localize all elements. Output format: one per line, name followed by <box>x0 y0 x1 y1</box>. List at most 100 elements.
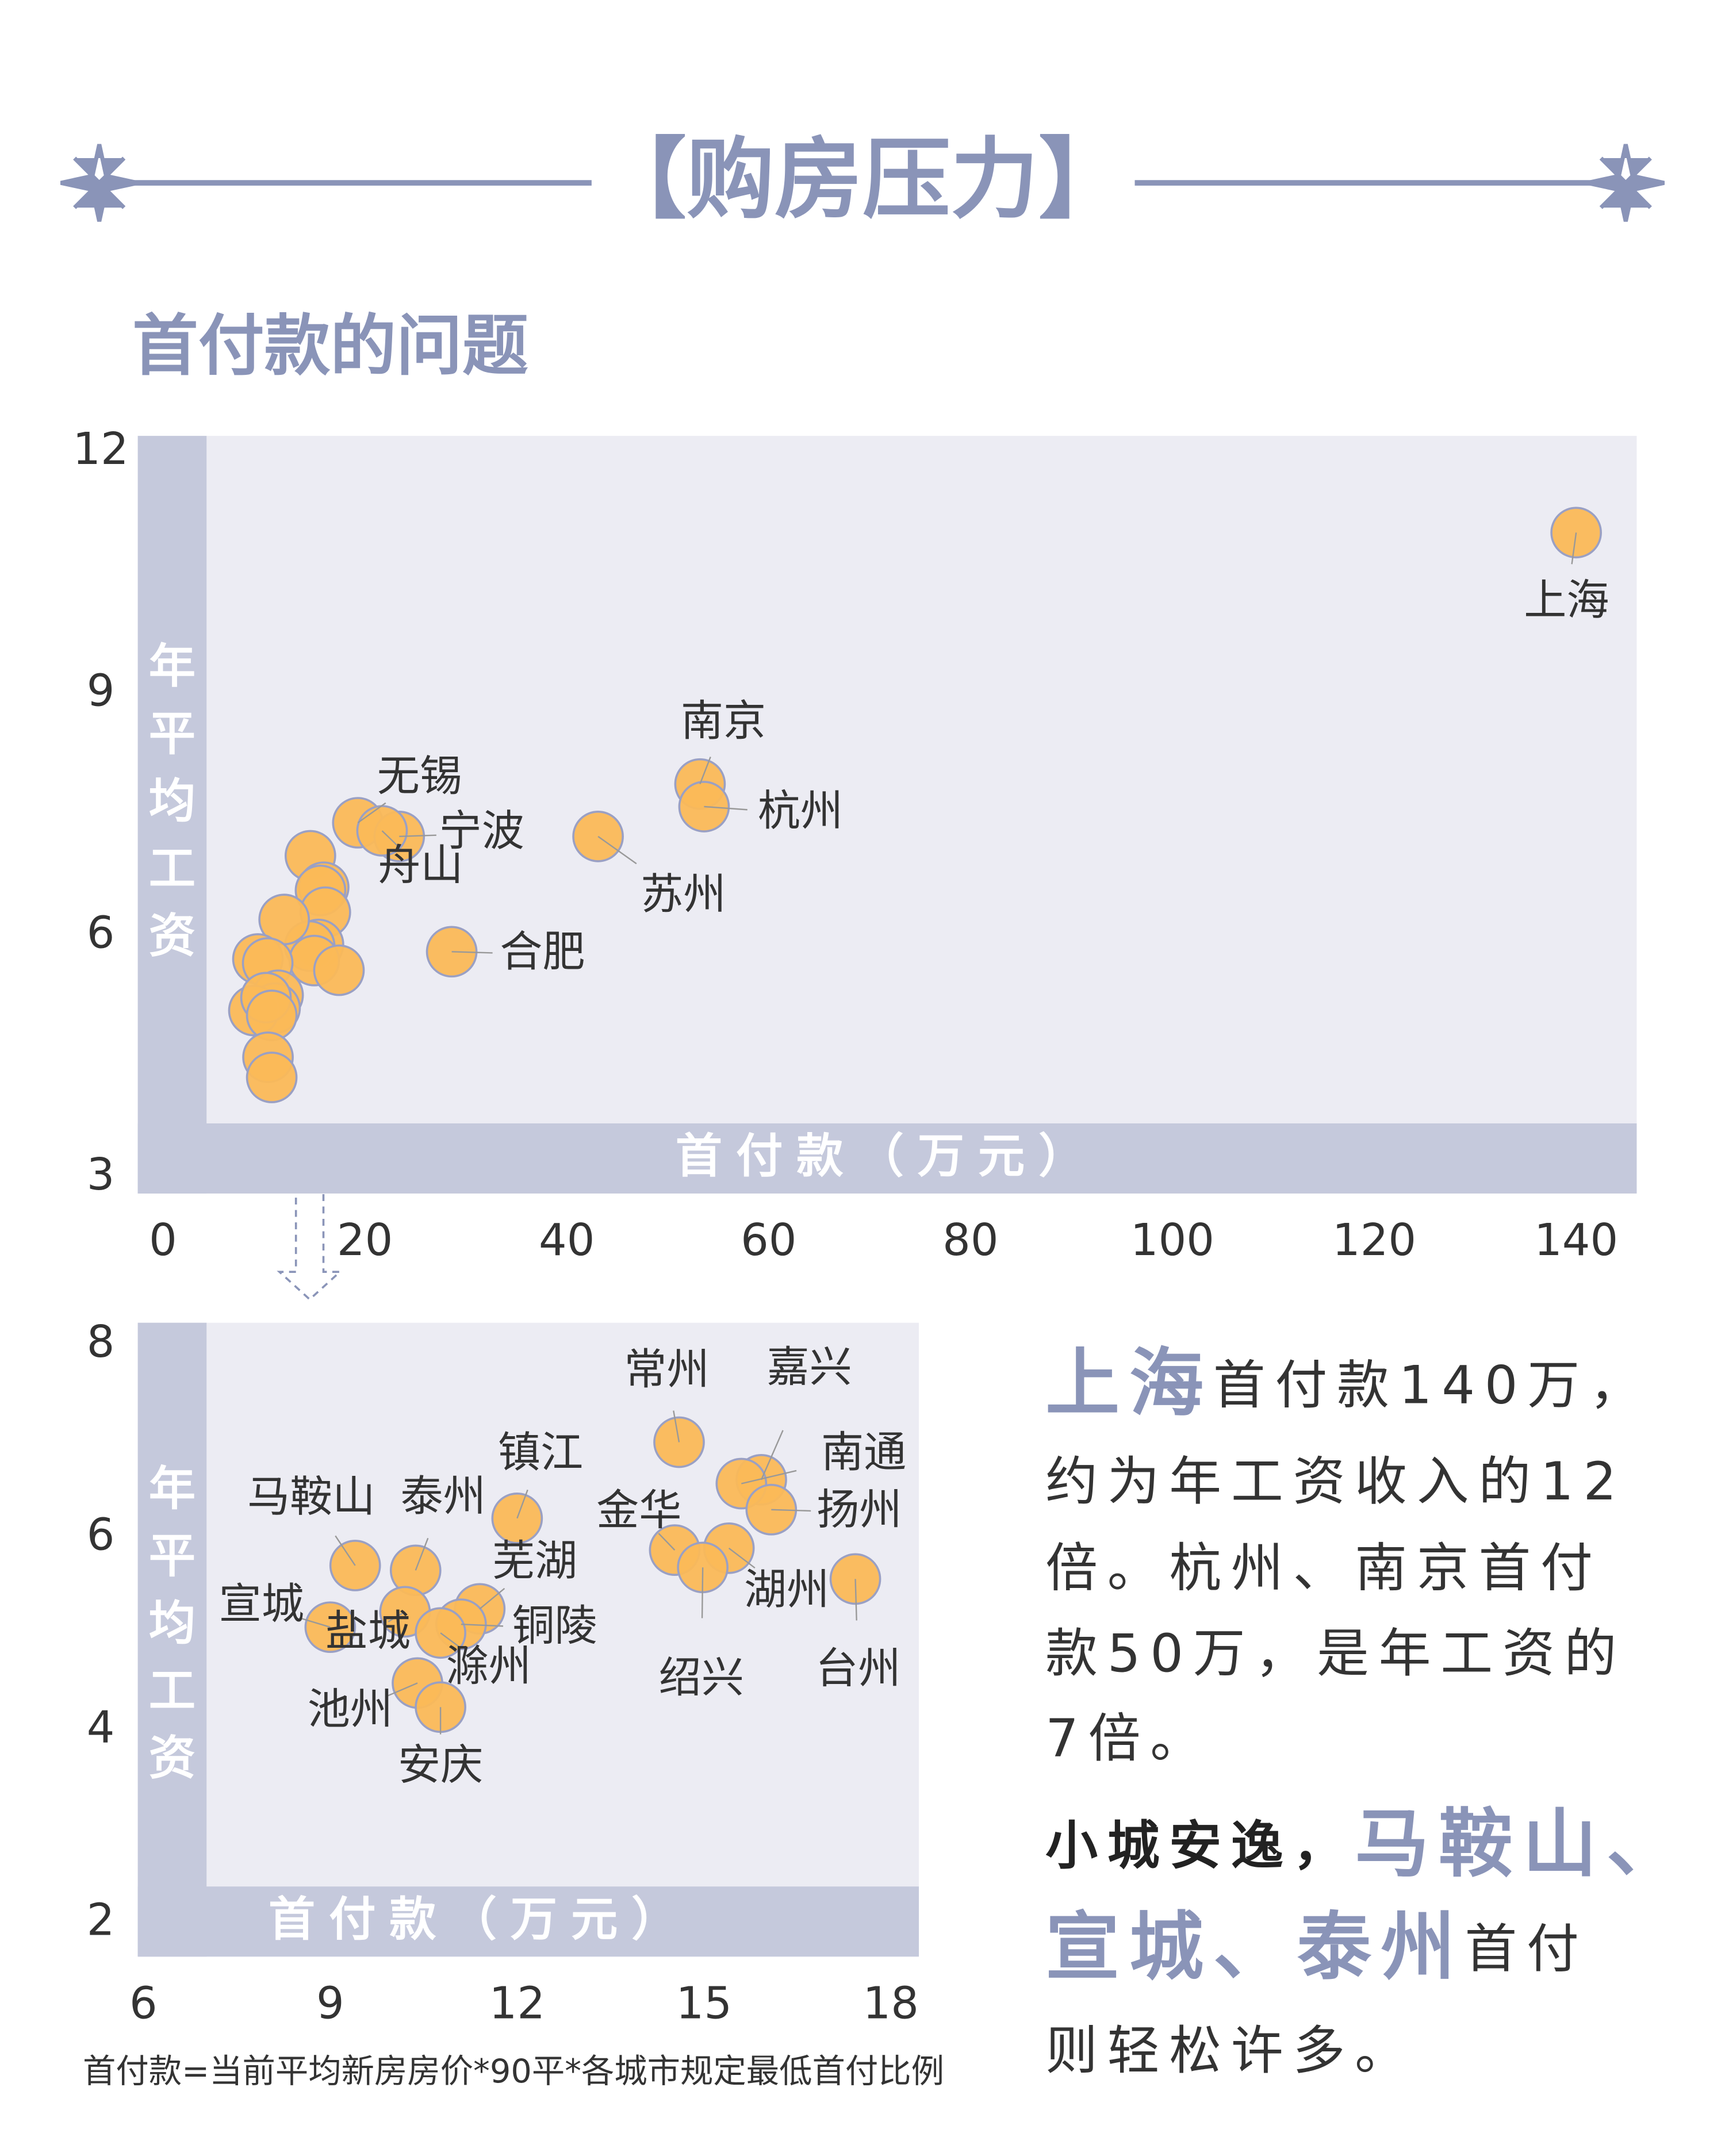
text-run: 首付 <box>1465 1919 1588 1979</box>
point-label: 上海 <box>1524 576 1609 625</box>
summary-line: 上海首付款140万， <box>1045 1341 1651 1427</box>
x-tick-label: 60 <box>741 1215 796 1266</box>
x-tick-label: 18 <box>863 1978 919 2029</box>
leader-line <box>741 1470 797 1484</box>
y-tick-label: 8 <box>87 1317 115 1368</box>
y-axis-band <box>137 436 207 1194</box>
text-run: 宣城、泰州 <box>1045 1904 1465 1990</box>
leader-line <box>699 756 711 785</box>
text-run: 小城安逸， <box>1045 1816 1355 1877</box>
x-tick-label: 120 <box>1332 1215 1416 1266</box>
leader-line <box>415 1537 429 1571</box>
y-axis-label: 年平均工资 <box>149 640 195 964</box>
point-label: 安庆 <box>398 1740 483 1790</box>
x-tick-label: 6 <box>129 1978 158 2029</box>
point-label: 滁州 <box>446 1641 531 1691</box>
y-tick-label: 6 <box>87 907 115 958</box>
leader-line <box>299 1617 331 1628</box>
leader-line <box>658 1533 676 1551</box>
x-axis-label: 首付款（万元） <box>269 1893 692 1947</box>
text-run: 7倍。 <box>1045 1709 1212 1769</box>
summary-line: 宣城、泰州首付 <box>1045 1904 1589 1990</box>
leader-line <box>388 1611 405 1622</box>
text-run: 上海 <box>1045 1341 1213 1427</box>
summary-line: 7倍。 <box>1045 1709 1212 1769</box>
leader-line <box>728 1547 756 1569</box>
plot-area <box>137 1322 919 1957</box>
summary-line: 倍。杭州、南京首付 <box>1045 1538 1603 1598</box>
text-run: 马鞍山、 <box>1355 1801 1690 1888</box>
point-label: 合肥 <box>500 927 585 977</box>
y-tick-label: 3 <box>87 1149 115 1200</box>
x-tick-label: 0 <box>149 1215 177 1266</box>
point-label: 无锡 <box>377 751 462 801</box>
leader-line <box>701 1567 704 1618</box>
y-tick-label: 4 <box>87 1702 115 1753</box>
x-tick-label: 40 <box>539 1215 595 1266</box>
point-label: 金华 <box>596 1486 681 1535</box>
point-label: 芜湖 <box>492 1536 577 1586</box>
point-label: 扬州 <box>816 1485 902 1534</box>
leader-line <box>673 1410 680 1443</box>
point-label: 舟山 <box>378 841 463 890</box>
x-tick-label: 12 <box>489 1978 545 2029</box>
x-axis-label: 首付款（万元） <box>676 1130 1099 1184</box>
x-axis-band <box>137 1886 919 1957</box>
y-tick-label: 6 <box>87 1509 115 1560</box>
leader-line <box>704 805 747 811</box>
x-tick-label: 15 <box>676 1978 732 2029</box>
summary-line: 则轻松许多。 <box>1045 2021 1417 2081</box>
point <box>313 944 365 996</box>
y-tick-label: 12 <box>72 424 128 475</box>
leader-line <box>479 1587 505 1610</box>
point-label: 南京 <box>681 696 766 746</box>
leader-line <box>440 1632 463 1650</box>
leader-line <box>760 1430 784 1480</box>
point-label: 杭州 <box>758 786 843 835</box>
point-label: 常州 <box>624 1345 709 1394</box>
x-tick-label: 9 <box>316 1978 344 2029</box>
leader-line <box>381 830 400 848</box>
title-decoration <box>60 144 1665 222</box>
point-label: 泰州 <box>400 1471 485 1521</box>
x-tick-label: 20 <box>337 1215 393 1266</box>
point-label: 马鞍山 <box>247 1472 375 1522</box>
leader-line <box>399 834 436 838</box>
text-run: 款50万，是年工资的 <box>1045 1624 1626 1684</box>
point-label: 铜陵 <box>512 1601 597 1651</box>
leader-line <box>854 1579 857 1621</box>
point <box>246 1052 298 1103</box>
summary-line: 款50万，是年工资的 <box>1045 1624 1626 1684</box>
point-label: 盐城 <box>325 1606 411 1656</box>
point-label: 镇江 <box>498 1428 583 1477</box>
point-label: 池州 <box>308 1685 393 1734</box>
x-tick-label: 100 <box>1130 1215 1214 1266</box>
point-label: 宣城 <box>219 1579 304 1629</box>
y-axis-label: 年平均工资 <box>149 1462 195 1786</box>
summary-line: 约为年工资收入的12 <box>1045 1452 1626 1512</box>
text-run: 倍。杭州、南京首付 <box>1045 1538 1603 1598</box>
leader-line <box>771 1509 811 1512</box>
subtitle: 首付款的问题 <box>132 308 528 385</box>
x-axis-band <box>137 1123 1637 1194</box>
summary-line: 小城安逸，马鞍山、 <box>1045 1801 1690 1888</box>
point-label: 台州 <box>815 1644 900 1693</box>
y-axis-band <box>137 1322 207 1957</box>
title: 【购房压力】 <box>599 129 1126 231</box>
footnote: 首付款=当前平均新房房价*90平*各城市规定最低首付比例 <box>83 2052 944 2090</box>
point-label: 绍兴 <box>659 1653 744 1702</box>
text-run: 约为年工资收入的12 <box>1045 1452 1626 1512</box>
leader-line <box>335 1535 356 1566</box>
point-label: 宁波 <box>439 807 524 856</box>
x-tick-label: 80 <box>942 1215 998 1266</box>
point-label: 嘉兴 <box>767 1342 852 1392</box>
point-label: 南通 <box>821 1428 906 1477</box>
leader-line <box>386 1682 418 1697</box>
leader-line <box>451 951 493 954</box>
leader-line <box>461 1623 504 1627</box>
y-tick-label: 2 <box>87 1895 115 1946</box>
leader-line <box>516 1489 528 1519</box>
